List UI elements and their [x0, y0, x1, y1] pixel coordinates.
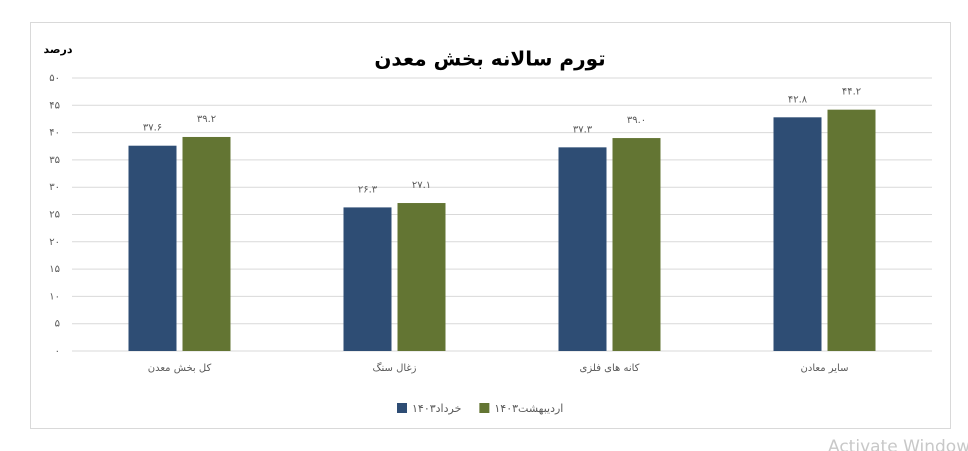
legend-label: خرداد۱۴۰۳ — [412, 402, 461, 415]
value-label: ۲۶.۳ — [358, 184, 378, 195]
y-tick-label: ۲۰ — [49, 237, 60, 248]
x-tick-label: سایر معادن — [801, 363, 849, 374]
bar — [558, 147, 607, 351]
value-label: ۲۷.۱ — [412, 180, 431, 191]
legend-label: اردیبهشت۱۴۰۳ — [494, 402, 563, 415]
watermark: Activate Windows — [828, 437, 968, 451]
y-tick-label: ۴۰ — [49, 128, 60, 139]
legend-swatch — [397, 403, 407, 413]
y-tick-label: ۳۰ — [49, 182, 60, 193]
y-tick-label: ۳۵ — [49, 155, 60, 166]
bar — [397, 203, 446, 351]
chart-title: تورم سالانه بخش معدن — [374, 47, 605, 71]
bar — [773, 117, 822, 351]
value-label: ۴۲.۸ — [788, 94, 808, 105]
value-label: ۳۷.۶ — [143, 123, 162, 134]
x-tick-label: کانه های فلزی — [580, 363, 640, 374]
x-tick-label: زغال سنگ — [373, 362, 417, 374]
bar — [827, 109, 876, 351]
legend-swatch — [479, 403, 490, 413]
bar — [343, 207, 392, 351]
bar — [182, 136, 231, 351]
y-tick-label: ۵۰ — [49, 73, 60, 84]
value-label: ۳۹.۲ — [197, 114, 216, 125]
y-tick-label: ۱۵ — [49, 264, 60, 275]
x-tick-label: کل بخش معدن — [148, 363, 212, 374]
y-tick-label: ۰ — [55, 346, 60, 357]
y-tick-label: ۵ — [55, 319, 60, 330]
value-label: ۳۹.۰ — [627, 115, 646, 126]
y-axis-label: درصد — [44, 43, 73, 56]
value-label: ۴۴.۲ — [842, 87, 861, 98]
bar — [612, 138, 661, 351]
y-tick-label: ۱۰ — [49, 291, 60, 302]
value-label: ۳۷.۳ — [573, 124, 593, 135]
y-tick-label: ۴۵ — [49, 100, 60, 111]
y-tick-label: ۲۵ — [49, 210, 60, 221]
bar — [128, 145, 177, 351]
